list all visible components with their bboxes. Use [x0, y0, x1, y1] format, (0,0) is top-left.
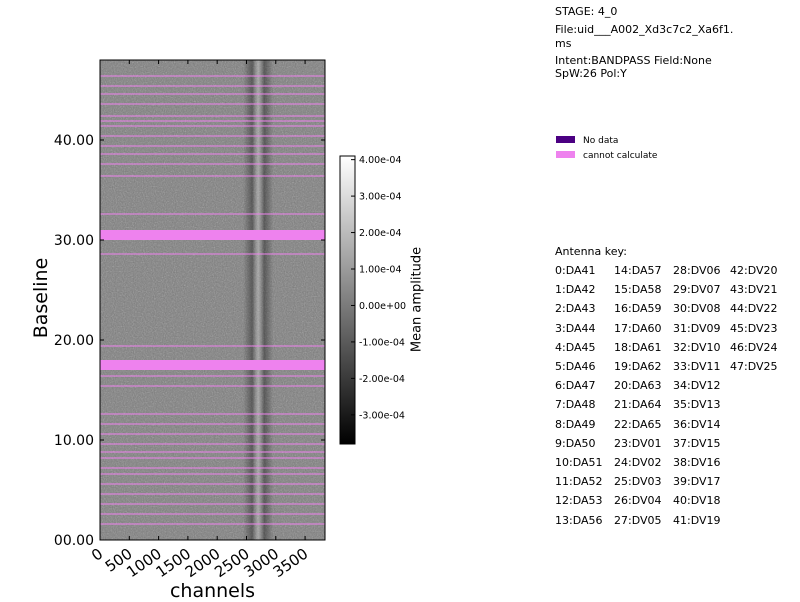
antenna-key-cell: 40:DV18	[673, 494, 721, 508]
x-axis-label: channels	[169, 580, 256, 602]
antenna-key-cell: 31:DV09	[673, 321, 721, 335]
y-tick-label: 40.00	[54, 133, 94, 149]
colorbar-tick-label: 1.00e-04	[359, 265, 402, 276]
antenna-key-cell: 8:DA49	[555, 417, 596, 431]
antenna-key-cell: 23:DV01	[614, 436, 662, 450]
antenna-key-row: 13:DA56 27:DV05 41:DV19	[555, 514, 790, 527]
colorbar	[339, 155, 356, 445]
flag-rows	[100, 75, 325, 525]
antenna-key-cell: 28:DV06	[673, 264, 721, 277]
antenna-key-cell: 26:DV04	[614, 494, 662, 508]
antenna-key-cell: 34:DV12	[673, 379, 721, 393]
antenna-key-title: Antenna key:	[555, 245, 627, 258]
antenna-key-cell: 12:DA53	[555, 494, 603, 508]
colorbar-tick-label: 3.00e-04	[359, 192, 402, 203]
y-axis-label: Baseline	[30, 257, 52, 339]
stage-text: STAGE: 4_0	[555, 5, 618, 18]
antenna-key-cell: 4:DA45	[555, 340, 596, 354]
colorbar-tick-label: 2.00e-04	[359, 228, 402, 239]
antenna-key-cell: 45:DV23	[730, 321, 778, 335]
colorbar-tick-label: -2.00e-04	[359, 374, 405, 385]
antenna-key-cell: 20:DA63	[614, 379, 662, 393]
no-data-swatch	[556, 136, 575, 143]
antenna-key-cell: 11:DA52	[555, 475, 603, 489]
antenna-key-cell: 38:DV16	[673, 456, 721, 469]
antenna-key-cell: 21:DA64	[614, 398, 662, 412]
antenna-key-cell: 1:DA42	[555, 283, 596, 297]
y-tick-label: 20.00	[54, 333, 94, 349]
y-axis: 00.00 10.00 20.00 30.00 40.00	[54, 133, 325, 549]
antenna-key-cell: 25:DV03	[614, 475, 662, 489]
cannot-calculate-band	[100, 360, 325, 370]
feature-band	[243, 60, 274, 540]
antenna-key-row: 2:DA43 16:DA59 30:DV08 44:DV22	[555, 302, 790, 315]
antenna-key-cell: 42:DV20	[730, 264, 778, 277]
antenna-key-cell: 9:DA50	[555, 436, 596, 450]
antenna-key-cell: 43:DV21	[730, 283, 778, 297]
antenna-key-cell: 13:DA56	[555, 513, 603, 527]
antenna-key-cell: 32:DV10	[673, 340, 721, 354]
antenna-key-cell: 14:DA57	[614, 264, 662, 277]
antenna-key-cell: 46:DV24	[730, 340, 778, 354]
plot-frame	[99, 59, 326, 541]
antenna-key-row: 5:DA46 19:DA62 33:DV11 47:DV25	[555, 360, 790, 373]
spw-text: SpW:26 Pol:Y	[555, 67, 627, 80]
colorbar-tick-label: -3.00e-04	[359, 410, 405, 421]
antenna-key-row: 10:DA51 24:DV02 38:DV16	[555, 456, 790, 469]
antenna-key-cell: 19:DA62	[614, 360, 662, 373]
colorbar-tick-label: 0.00e+00	[359, 301, 406, 312]
cannot-calculate-swatch	[556, 151, 575, 158]
colorbar-tick-label: 4.00e-04	[359, 155, 402, 166]
antenna-key-cell: 30:DV08	[673, 302, 721, 316]
antenna-key-cell: 29:DV07	[673, 283, 721, 297]
legend-label-cannot-calculate: cannot calculate	[583, 151, 658, 161]
antenna-key-cell: 3:DA44	[555, 321, 596, 335]
antenna-key-row: 1:DA42 15:DA58 29:DV07 43:DV21	[555, 283, 790, 296]
antenna-key-cell: 39:DV17	[673, 475, 721, 489]
antenna-key-row: 11:DA52 25:DV03 39:DV17	[555, 475, 790, 488]
y-tick-label: 10.00	[54, 433, 94, 449]
intent-text: Intent:BANDPASS Field:None	[555, 54, 712, 67]
y-tick-label: 00.00	[54, 533, 94, 549]
antenna-key-row: 12:DA53 26:DV04 40:DV18	[555, 494, 790, 507]
antenna-key-row: 6:DA47 20:DA63 34:DV12	[555, 379, 790, 392]
antenna-key-cell: 22:DA65	[614, 417, 662, 431]
antenna-key-cell: 44:DV22	[730, 302, 778, 316]
antenna-key-cell: 33:DV11	[673, 360, 721, 373]
antenna-key-cell: 41:DV19	[673, 513, 721, 527]
colorbar-tick-label: -1.00e-04	[359, 337, 405, 348]
antenna-key-row: 8:DA49 22:DA65 36:DV14	[555, 418, 790, 431]
heatmap-image	[100, 60, 325, 540]
antenna-key-cell: 0:DA41	[555, 264, 596, 277]
antenna-key-cell: 6:DA47	[555, 379, 596, 393]
antenna-key-cell: 16:DA59	[614, 302, 662, 316]
file-text: File:uid___A002_Xd3c7c2_Xa6f1.	[555, 23, 734, 36]
antenna-key-row: 7:DA48 21:DA64 35:DV13	[555, 398, 790, 411]
antenna-key-cell: 47:DV25	[730, 360, 778, 373]
antenna-key-cell: 24:DV02	[614, 456, 662, 469]
antenna-key-cell: 35:DV13	[673, 398, 721, 412]
legend-label-no-data: No data	[583, 136, 619, 146]
antenna-key-cell: 15:DA58	[614, 283, 662, 297]
antenna-key-cell: 17:DA60	[614, 321, 662, 335]
antenna-key-cell: 36:DV14	[673, 417, 721, 431]
antenna-key-row: 3:DA44 17:DA60 31:DV09 45:DV23	[555, 322, 790, 335]
antenna-key-row: 0:DA41 14:DA57 28:DV06 42:DV20	[555, 264, 790, 277]
antenna-key-cell: 7:DA48	[555, 398, 596, 412]
antenna-key-cell: 37:DV15	[673, 436, 721, 450]
x-tick-label: 3500	[270, 545, 312, 582]
antenna-key-cell: 27:DV05	[614, 513, 662, 527]
antenna-key-cell: 5:DA46	[555, 360, 596, 373]
file-text-cont: ms	[555, 37, 572, 50]
y-tick-label: 30.00	[54, 233, 94, 249]
antenna-key-cell: 18:DA61	[614, 340, 662, 354]
antenna-key-row: 9:DA50 23:DV01 37:DV15	[555, 437, 790, 450]
antenna-key-row: 4:DA45 18:DA61 32:DV10 46:DV24	[555, 341, 790, 354]
colorbar-ticks: 4.00e-04 3.00e-04 2.00e-04 1.00e-04 0.00e+00…	[351, 155, 406, 421]
colorbar-label: Mean amplitude	[409, 246, 425, 353]
antenna-key-cell: 2:DA43	[555, 302, 596, 316]
cannot-calculate-band	[100, 230, 325, 240]
antenna-key-cell: 10:DA51	[555, 456, 603, 469]
